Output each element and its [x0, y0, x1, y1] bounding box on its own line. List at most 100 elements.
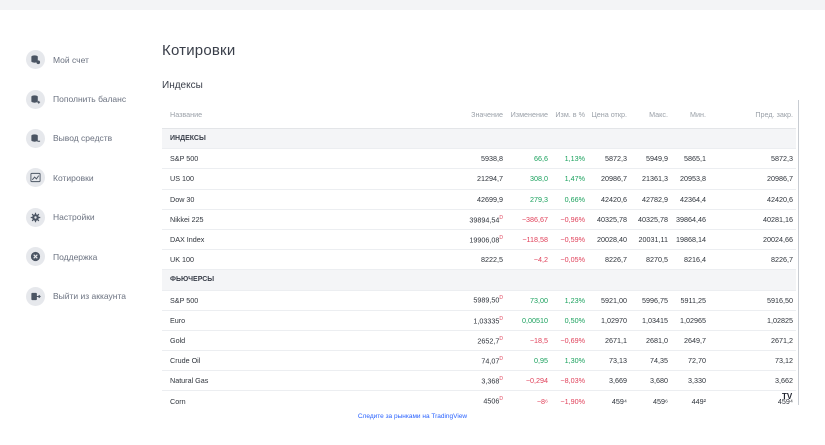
cell-change-pct: −0,59%	[551, 229, 588, 251]
cell-low: 5865,1	[671, 148, 709, 170]
cell-open: 2671,1	[588, 330, 630, 352]
cell-high: 459⁶	[630, 390, 671, 405]
cell-open: 459⁴	[588, 390, 630, 405]
column-header-change-pct[interactable]: Изм. в %	[551, 100, 588, 129]
cell-change-pct: −0,69%	[551, 330, 588, 352]
cell-prev-close: 2671,2	[709, 330, 796, 352]
quotes-table: Название Значение Изменение Изм. в % Цен…	[162, 100, 796, 405]
footer: Следите за рынками на TradingView	[0, 413, 825, 420]
table-row[interactable]: S&P 500 5938,8 66,6 1,13% 5872,3 5949,9 5865,1…	[162, 148, 796, 170]
cell-high: 8270,5	[630, 249, 671, 271]
withdraw-icon	[26, 128, 45, 148]
sidebar-item-account[interactable]: Мой счет	[18, 40, 148, 79]
cell-symbol[interactable]: Gold	[162, 330, 352, 352]
table-row[interactable]: Corn 4506D −8⁶ −1,90% 459⁴ 459⁶ 449² 459⁴	[162, 390, 796, 405]
cell-value: 1,03335D	[352, 310, 506, 331]
sidebar-item-label: Выйти из аккаунта	[53, 291, 126, 302]
tradingview-link[interactable]: Следите за рынками на TradingView	[357, 413, 468, 420]
table-row[interactable]: S&P 500 5989,50D 73,00 1,23% 5921,00 5996,75 5…	[162, 290, 796, 311]
delayed-data-mark: D	[499, 315, 503, 322]
column-header-low[interactable]: Мин.	[671, 100, 709, 129]
cell-value-text: 5989,50	[473, 295, 500, 305]
cell-prev-close: 42420,6	[709, 189, 796, 210]
cell-prev-close: 5916,50	[709, 290, 796, 311]
delayed-data-mark: D	[499, 295, 503, 302]
cell-value: 74,07D	[352, 350, 506, 372]
column-header-change[interactable]: Изменение	[506, 100, 551, 129]
sidebar-item-label: Настройки	[53, 212, 95, 223]
cell-open: 5921,00	[588, 290, 630, 311]
tradingview-logo[interactable]: TV	[782, 392, 793, 401]
cell-change: 73,00	[506, 290, 551, 311]
cell-value: 4506D	[352, 390, 506, 405]
cell-symbol[interactable]: UK 100	[162, 249, 352, 271]
cell-change: −386,67	[506, 209, 551, 230]
table-row[interactable]: UK 100 8222,5 −4,2 −0,05% 8226,7 8270,5 8216,4…	[162, 249, 796, 271]
sidebar-item-label: Котировки	[53, 172, 94, 183]
cell-value-text: 39894,54	[469, 215, 500, 225]
column-header-prev-close[interactable]: Пред. закр.	[709, 100, 796, 129]
group-label: ФЬЮЧЕРСЫ	[162, 269, 796, 291]
table-row[interactable]: Gold 2652,7D −18,5 −0,69% 2671,1 2681,0 2649,7…	[162, 330, 796, 352]
cell-change: 0,00510	[506, 310, 551, 331]
cell-prev-close: 20986,7	[709, 168, 796, 190]
column-header-value[interactable]: Значение	[352, 100, 506, 129]
sidebar-item-label: Вывод средств	[53, 133, 113, 144]
cell-low: 1,02965	[671, 310, 709, 331]
cell-symbol[interactable]: Natural Gas	[162, 370, 352, 392]
cell-symbol[interactable]: Dow 30	[162, 189, 352, 210]
cell-symbol[interactable]: Crude Oil	[162, 350, 352, 372]
cell-value: 3,368D	[352, 370, 506, 392]
cell-low: 8216,4	[671, 249, 709, 271]
cell-value-text: 4506	[483, 396, 500, 405]
cell-prev-close: 8226,7	[709, 249, 796, 271]
table-group-row: ИНДЕКСЫ	[162, 128, 796, 150]
sidebar-item-label: Мой счет	[53, 54, 89, 65]
cell-change: −4,2	[506, 249, 551, 271]
quotes-table-body: ИНДЕКСЫ S&P 500 5938,8 66,6 1,13% 5872,3 5949,…	[162, 128, 796, 405]
cell-low: 3,330	[671, 370, 709, 392]
cell-symbol[interactable]: Corn	[162, 390, 352, 405]
delayed-data-mark: D	[499, 234, 503, 241]
column-header-high[interactable]: Макс.	[630, 100, 671, 129]
sidebar-item-quotes[interactable]: Котировки	[18, 158, 148, 197]
cell-change-pct: −0,05%	[551, 249, 588, 271]
sidebar-item-withdraw[interactable]: Вывод средств	[18, 119, 148, 158]
cell-value-text: 3,368	[481, 376, 500, 386]
sidebar-item-support[interactable]: Поддержка	[18, 237, 148, 276]
deposit-icon	[26, 89, 45, 109]
column-header-open[interactable]: Цена откр.	[588, 100, 630, 129]
cell-open: 20028,40	[588, 229, 630, 251]
cell-symbol[interactable]: S&P 500	[162, 290, 352, 311]
table-row[interactable]: Crude Oil 74,07D 0,95 1,30% 73,13 74,35 72,70 7…	[162, 350, 796, 372]
cell-prev-close: 5872,3	[709, 148, 796, 170]
column-header-name[interactable]: Название	[162, 100, 352, 129]
top-bar	[0, 0, 825, 10]
cell-open: 5872,3	[588, 148, 630, 170]
table-row[interactable]: DAX Index 19906,08D −118,58 −0,59% 20028,40 2…	[162, 229, 796, 251]
sidebar-item-deposit[interactable]: Пополнить баланс	[18, 79, 148, 118]
sidebar-item-logout[interactable]: Выйти из аккаунта	[18, 276, 148, 315]
cell-open: 20986,7	[588, 168, 630, 190]
sidebar-item-settings[interactable]: Настройки	[18, 198, 148, 237]
cell-symbol[interactable]: US 100	[162, 168, 352, 190]
table-row[interactable]: US 100 21294,7 308,0 1,47% 20986,7 21361,3 209…	[162, 168, 796, 190]
cell-symbol[interactable]: Euro	[162, 310, 352, 331]
cell-value-text: 42699,9	[477, 194, 503, 204]
group-label: ИНДЕКСЫ	[162, 128, 796, 150]
cell-high: 5996,75	[630, 290, 671, 311]
section-title: Индексы	[162, 80, 203, 91]
table-row[interactable]: Natural Gas 3,368D −0,294 −8,03% 3,669 3,680 3…	[162, 370, 796, 392]
cell-value-text: 74,07	[481, 356, 500, 366]
cell-symbol[interactable]: DAX Index	[162, 229, 352, 251]
sidebar: Мой счет Пополнить баланс Вывод средств …	[18, 40, 148, 316]
table-row[interactable]: Euro 1,03335D 0,00510 0,50% 1,02970 1,03415 1,…	[162, 310, 796, 331]
cell-change-pct: 0,66%	[551, 189, 588, 210]
cell-symbol[interactable]: Nikkei 225	[162, 209, 352, 230]
cell-open: 73,13	[588, 350, 630, 372]
table-row[interactable]: Dow 30 42699,9 279,3 0,66% 42420,6 42782,9 423…	[162, 189, 796, 210]
cell-symbol[interactable]: S&P 500	[162, 148, 352, 170]
table-row[interactable]: Nikkei 225 39894,54D −386,67 −0,96% 40325,78…	[162, 209, 796, 230]
table-group-row: ФЬЮЧЕРСЫ	[162, 269, 796, 291]
cell-value: 19906,08D	[352, 229, 506, 251]
